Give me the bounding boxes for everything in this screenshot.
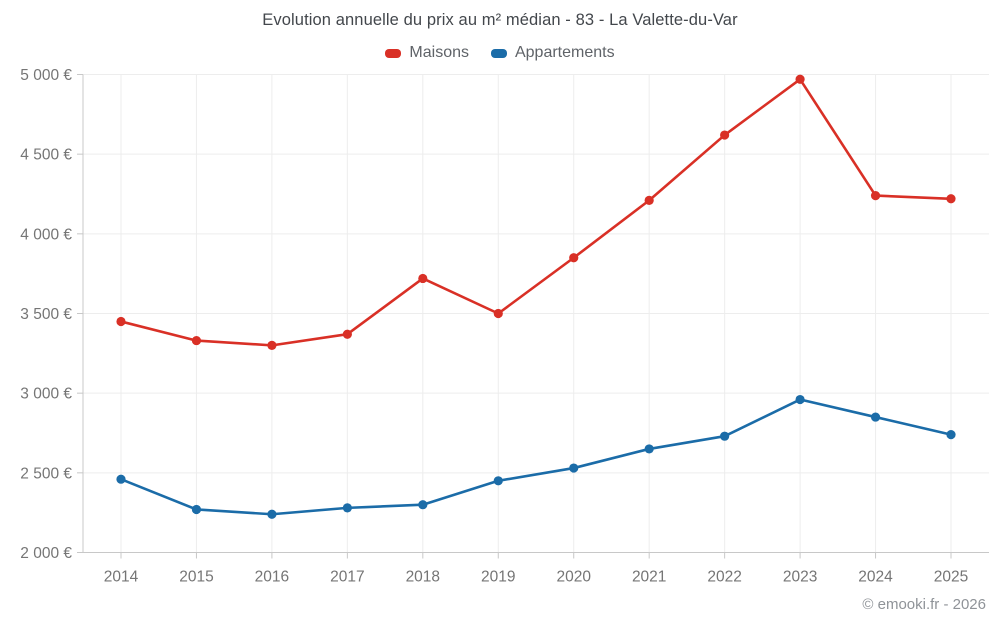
legend-label-maisons: Maisons: [409, 44, 469, 61]
data-point-maisons-2018[interactable]: [418, 273, 428, 284]
data-point-maisons-2021[interactable]: [644, 195, 654, 205]
data-point-maisons-2023[interactable]: [795, 74, 805, 84]
data-point-maisons-2024[interactable]: [870, 190, 881, 201]
data-point-appartements-2016[interactable]: [267, 509, 277, 519]
y-tick-label: 2 500 €: [20, 465, 72, 482]
legend-item-maisons[interactable]: Maisons: [385, 44, 469, 62]
footer-credit: © emooki.fr - 2026: [862, 596, 986, 613]
y-tick-label: 4 500 €: [20, 147, 72, 164]
x-tick-label: 2024: [858, 569, 893, 586]
data-point-appartements-2022[interactable]: [720, 431, 730, 441]
chart-legend: Maisons Appartements: [0, 44, 1000, 62]
data-point-maisons-2019[interactable]: [493, 308, 503, 319]
data-point-appartements-2025[interactable]: [946, 429, 956, 440]
series-line-maisons: [119, 77, 953, 347]
x-tick-label: 2019: [481, 569, 515, 586]
data-point-maisons-2022[interactable]: [720, 130, 730, 140]
data-point-appartements-2018[interactable]: [418, 500, 428, 510]
data-point-appartements-2024[interactable]: [870, 412, 881, 422]
x-tick-label: 2023: [783, 569, 817, 586]
y-tick-label: 3 000 €: [20, 386, 72, 403]
x-tick-label: 2016: [255, 569, 289, 586]
data-point-maisons-2017[interactable]: [342, 329, 352, 339]
x-tick-label: 2015: [179, 569, 213, 586]
data-point-maisons-2020[interactable]: [569, 253, 579, 263]
data-point-appartements-2023[interactable]: [795, 394, 805, 405]
data-point-maisons-2025[interactable]: [946, 194, 956, 204]
legend-item-appartements[interactable]: Appartements: [490, 44, 615, 62]
data-point-maisons-2016[interactable]: [267, 340, 277, 350]
legend-swatch-appartements-icon: [490, 48, 507, 58]
x-tick-label: 2020: [556, 569, 591, 586]
legend-swatch-maisons-icon: [385, 48, 402, 58]
x-tick-label: 2018: [406, 569, 440, 586]
x-tick-label: 2014: [104, 569, 139, 586]
series-line-appartements: [119, 398, 953, 516]
chart-title: Evolution annuelle du prix au m² médian …: [262, 11, 738, 29]
x-tick-label: 2022: [707, 569, 741, 586]
data-point-appartements-2015[interactable]: [191, 504, 202, 515]
data-point-maisons-2015[interactable]: [191, 335, 202, 346]
y-tick-label: 5 000 €: [20, 67, 72, 84]
y-tick-label: 4 000 €: [20, 226, 72, 243]
x-tick-label: 2021: [632, 569, 666, 586]
x-tick-label: 2017: [330, 569, 364, 586]
data-point-appartements-2019[interactable]: [493, 476, 503, 486]
y-tick-label: 3 500 €: [20, 306, 72, 323]
x-tick-label: 2025: [934, 569, 968, 586]
data-point-appartements-2014[interactable]: [116, 474, 126, 484]
data-point-appartements-2020[interactable]: [569, 463, 579, 473]
data-point-appartements-2021[interactable]: [644, 444, 654, 454]
data-point-maisons-2014[interactable]: [116, 316, 126, 327]
y-tick-label: 2 000 €: [20, 545, 72, 562]
legend-label-appartements: Appartements: [514, 44, 615, 61]
data-point-appartements-2017[interactable]: [342, 503, 352, 513]
